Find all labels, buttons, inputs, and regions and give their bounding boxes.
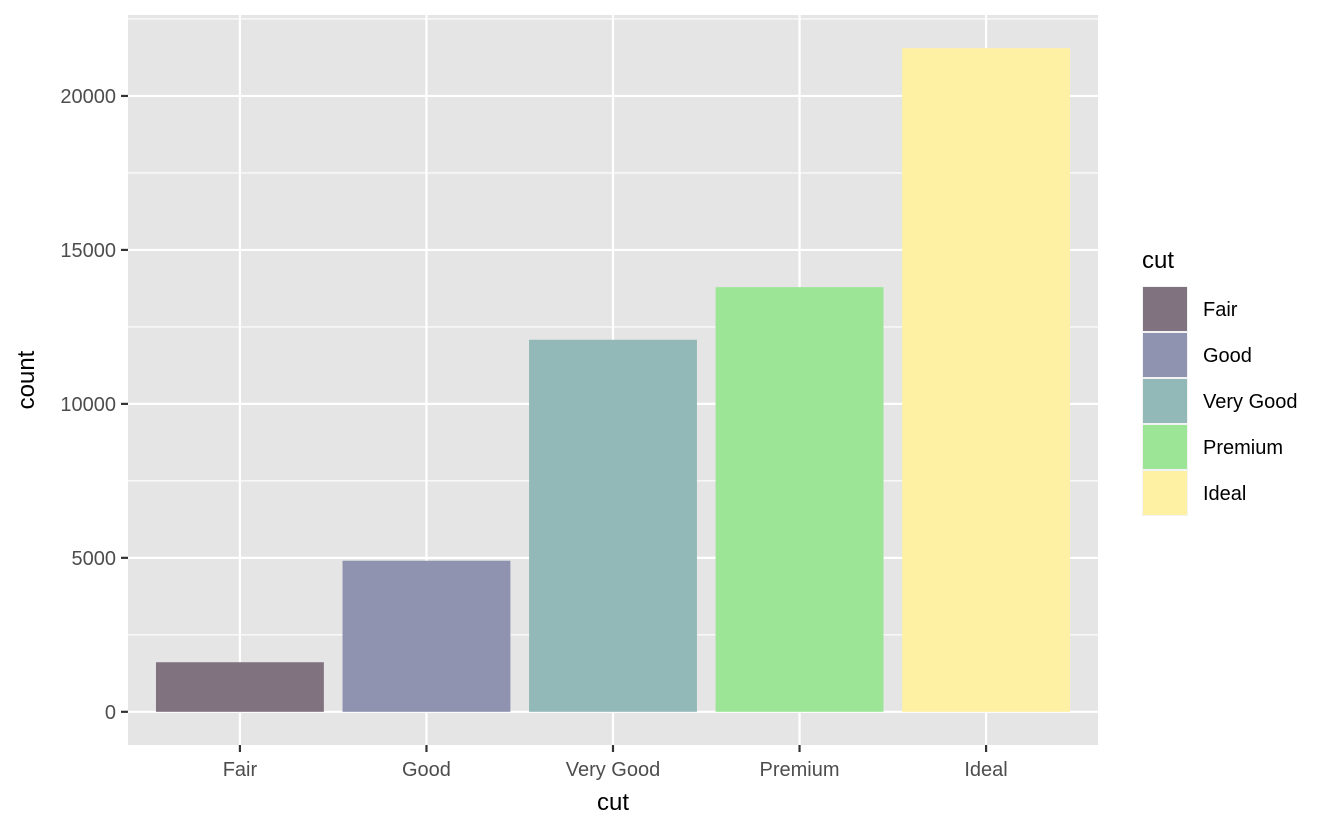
bars-group: [155, 48, 1071, 712]
legend-label: Good: [1203, 345, 1252, 367]
y-tick-label: 15000: [60, 240, 116, 262]
legend-label: Ideal: [1203, 483, 1246, 505]
legend: cut Fair Good Very Good Premium Ideal: [1142, 247, 1298, 516]
y-tick-label: 5000: [72, 548, 117, 570]
x-tick-label: Premium: [760, 759, 840, 781]
legend-swatch: [1143, 287, 1187, 331]
x-axis-title: cut: [597, 789, 629, 816]
y-axis-title: count: [13, 350, 40, 409]
legend-swatch: [1143, 425, 1187, 469]
legend-title: cut: [1142, 247, 1174, 274]
y-tick-label: 20000: [60, 86, 116, 108]
y-axis: 0 5000 10000 15000 20000: [60, 86, 128, 724]
x-axis: Fair Good Very Good Premium Ideal: [223, 745, 1008, 781]
legend-swatch: [1143, 471, 1187, 515]
legend-swatch: [1143, 333, 1187, 377]
legend-label: Very Good: [1203, 391, 1298, 413]
bar-fair: [155, 662, 324, 712]
x-tick-label: Fair: [223, 759, 258, 781]
bar-good: [342, 560, 511, 712]
x-tick-label: Ideal: [964, 759, 1007, 781]
bar-ideal: [902, 48, 1071, 712]
y-tick-label: 0: [105, 702, 116, 724]
legend-label: Fair: [1203, 299, 1238, 321]
legend-swatch: [1143, 379, 1187, 423]
legend-label: Premium: [1203, 437, 1283, 459]
bar-premium: [715, 287, 884, 712]
x-tick-label: Very Good: [566, 759, 661, 781]
y-tick-label: 10000: [60, 394, 116, 416]
x-tick-label: Good: [402, 759, 451, 781]
bar-very-good: [529, 339, 697, 712]
